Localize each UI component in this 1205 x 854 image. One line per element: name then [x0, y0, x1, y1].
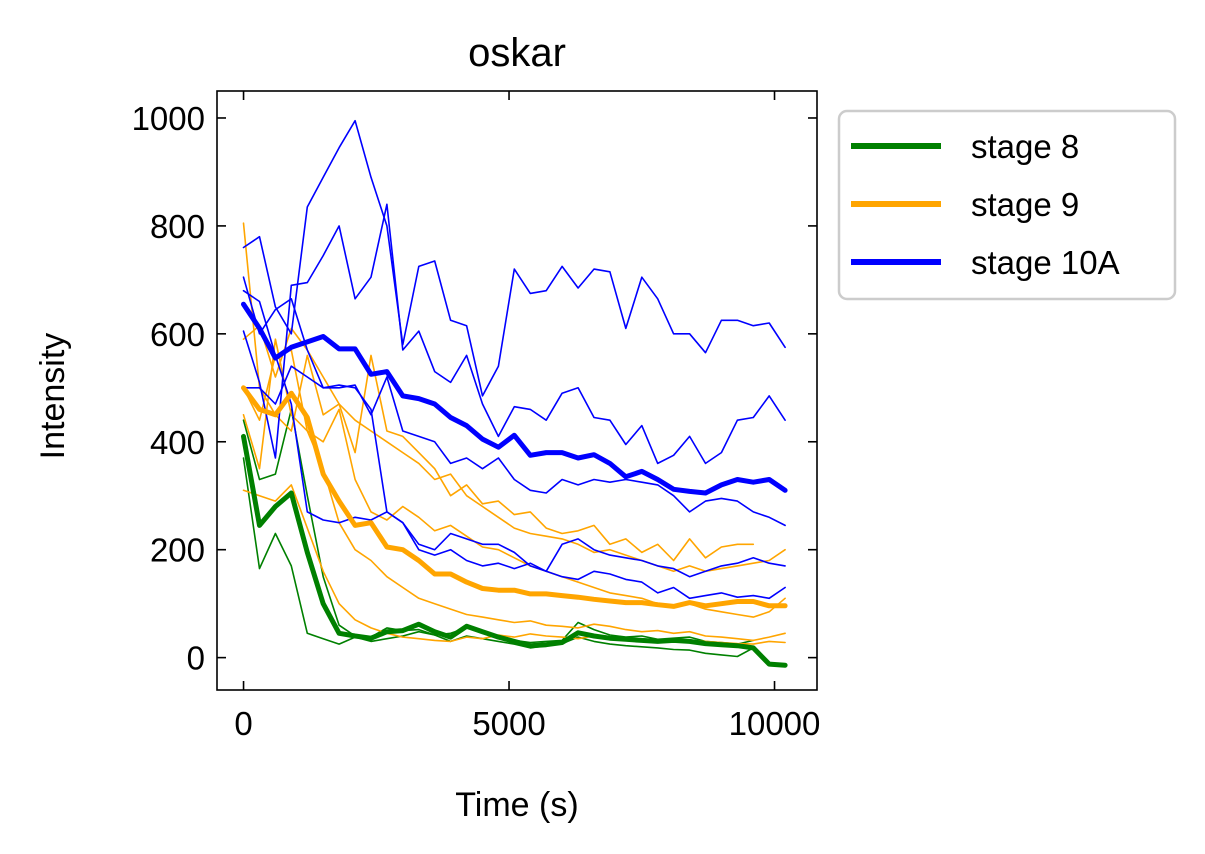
y-axis-label: Intensity — [34, 333, 72, 460]
y-tick-label: 200 — [150, 532, 205, 569]
y-tick-label: 800 — [150, 208, 205, 245]
series-line-stage-9-individual-8 — [242, 338, 786, 642]
y-tick-label: 1000 — [132, 100, 205, 137]
series-line-stage-10a-individual-11 — [242, 203, 786, 465]
legend-frame — [837, 109, 1177, 301]
axis-ticks: 0 5000 10000 0 200 400 600 800 1000 — [132, 91, 821, 742]
series-line-stage-10a-individual-10 — [242, 119, 786, 397]
y-tick-label: 0 — [187, 640, 205, 677]
series-line-stage-8-mean-0 — [241, 433, 788, 668]
legend-label-stage-10a: stage 10A — [971, 244, 1120, 281]
legend-label-stage-9: stage 9 — [971, 186, 1079, 223]
chart-title: oskar — [468, 31, 566, 75]
series-line-stage-10a-individual-13 — [242, 289, 786, 578]
x-axis-label: Time (s) — [455, 786, 578, 824]
legend-label-stage-8: stage 8 — [971, 128, 1079, 165]
series-line-stage-9-individual-7 — [242, 349, 786, 618]
series-line-stage-10a-individual-14 — [242, 365, 786, 600]
series-line-stage-9-individual-9 — [242, 484, 786, 645]
series-line-stage-9-individual-6 — [242, 324, 786, 573]
x-tick-label: 10000 — [729, 705, 821, 742]
legend: stage 8 stage 9 stage 10A — [837, 109, 1177, 301]
series-line-stage-8-individual-4 — [242, 457, 755, 658]
series-line-stage-9-mean-1 — [241, 385, 788, 609]
plot-frame — [216, 90, 818, 691]
series-line-stage-10a-individual-12 — [242, 276, 786, 527]
y-tick-label: 400 — [150, 424, 205, 461]
series-line-stage-9-individual-5 — [242, 222, 755, 562]
series-line-stage-10a-mean-2 — [241, 301, 788, 496]
x-tick-label: 5000 — [472, 705, 545, 742]
x-tick-label: 0 — [234, 705, 252, 742]
plot-lines — [241, 119, 788, 668]
y-tick-label: 600 — [150, 316, 205, 353]
